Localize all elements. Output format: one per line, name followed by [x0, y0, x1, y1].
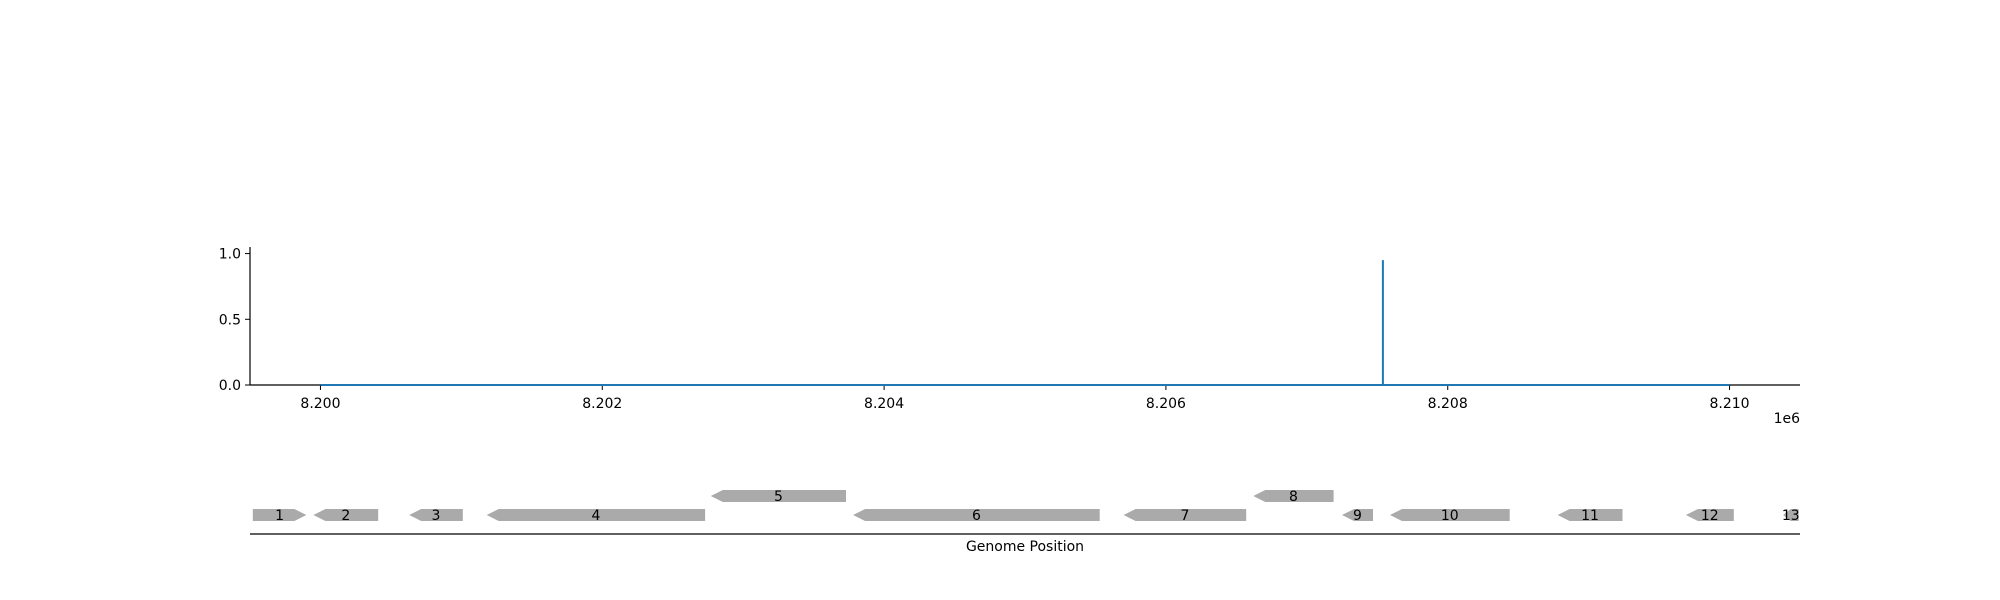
gene-1: 1: [252, 508, 307, 524]
gene-4: 4: [486, 508, 706, 524]
gene-arrow: [710, 490, 846, 502]
y-tick-label: 0.0: [219, 378, 241, 394]
gene-label: 10: [1441, 508, 1459, 524]
coverage-line: [320, 260, 1730, 386]
x-tick-label: 8.210: [1709, 396, 1749, 412]
y-tick-label: 0.5: [219, 312, 241, 328]
gene-label: 1: [275, 508, 284, 524]
gene-arrow: [1390, 509, 1510, 521]
gene-label: 3: [432, 508, 441, 524]
gene-arrow: [1557, 509, 1623, 521]
gene-arrow: [409, 509, 463, 521]
gene-label: 2: [341, 508, 350, 524]
gene-arrow: [1342, 509, 1373, 521]
x-tick-label: 8.208: [1428, 396, 1468, 412]
gene-9: 9: [1342, 508, 1373, 524]
x-tick-label: 8.202: [582, 396, 622, 412]
gene-arrow: [853, 509, 1100, 521]
gene-13: 13: [1782, 508, 1800, 524]
gene-arrow: [1685, 509, 1734, 521]
y-tick-label: 1.0: [219, 247, 241, 263]
gene-arrow: [1123, 509, 1247, 521]
coverage-plot: 0.0 0.5 1.0 8.200 8.202 8.204 8.206 8.208 8.210…: [219, 247, 1800, 427]
gene-label: 9: [1353, 508, 1362, 524]
x-tick-label: 8.206: [1146, 396, 1186, 412]
gene-arrow: [486, 509, 706, 521]
gene-track: 1 2 3 456 789 10 11 12 13 Genome Position: [250, 489, 1800, 555]
gene-2: 2: [313, 508, 379, 524]
gene-label: 13: [1782, 508, 1800, 524]
genes: 1 2 3 456 789 10 11 12 13: [252, 489, 1800, 524]
gene-label: 5: [774, 489, 783, 505]
gene-7: 7: [1123, 508, 1247, 524]
gene-label: 7: [1180, 508, 1189, 524]
gene-3: 3: [409, 508, 463, 524]
gene-11: 11: [1557, 508, 1623, 524]
gene-label: 4: [591, 508, 600, 524]
x-tick-label: 8.200: [300, 396, 340, 412]
gene-label: 11: [1581, 508, 1599, 524]
gene-label: 8: [1289, 489, 1298, 505]
gene-6: 6: [853, 508, 1100, 524]
y-ticks: 0.0 0.5 1.0: [219, 247, 250, 394]
gene-12: 12: [1685, 508, 1734, 524]
gene-arrow: [1783, 509, 1799, 521]
gene-label: 12: [1701, 508, 1719, 524]
gene-arrow: [313, 509, 379, 521]
x-offset-label: 1e6: [1774, 411, 1801, 427]
gene-8: 8: [1253, 489, 1334, 505]
x-ticks: 8.200 8.202 8.204 8.206 8.208 8.210: [300, 385, 1750, 412]
gene-arrow: [252, 509, 307, 521]
gene-10: 10: [1390, 508, 1510, 524]
gene-label: 6: [972, 508, 981, 524]
gene-arrow: [1253, 490, 1334, 502]
x-tick-label: 8.204: [864, 396, 904, 412]
gene-track-xlabel: Genome Position: [966, 539, 1084, 555]
gene-5: 5: [710, 489, 846, 505]
